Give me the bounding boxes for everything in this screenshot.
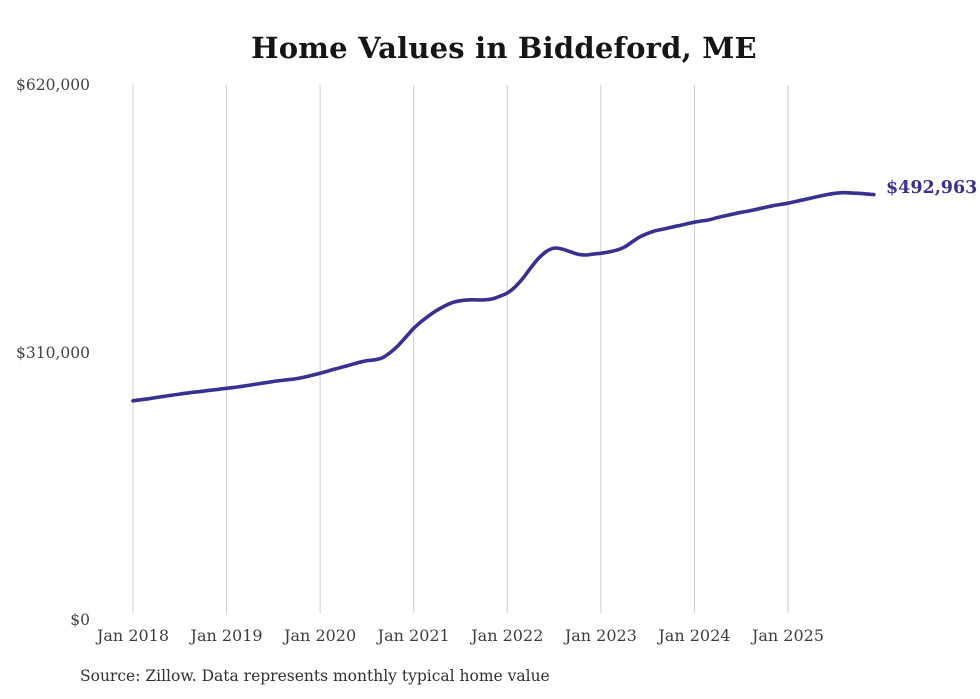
y-tick-label: $310,000	[16, 343, 90, 362]
x-tick-label: Jan 2022	[471, 626, 544, 645]
y-tick-label: $620,000	[16, 76, 90, 94]
source-note: Source: Zillow. Data represents monthly …	[80, 667, 550, 685]
chart-title: Home Values in Biddeford, ME	[251, 31, 757, 65]
gridlines	[132, 85, 789, 613]
home-value-line	[131, 190, 876, 403]
y-tick-label: $0	[70, 611, 90, 629]
x-tick-label: Jan 2023	[564, 626, 637, 645]
x-tick-label: Jan 2025	[751, 626, 825, 645]
x-tick-label: Jan 2018	[96, 626, 170, 645]
x-tick-label: Jan 2024	[658, 626, 731, 645]
x-tick-label: Jan 2021	[377, 626, 450, 645]
current-value-label: $492,963	[886, 178, 978, 198]
x-tick-label: Jan 2019	[190, 626, 263, 645]
x-tick-label: Jan 2020	[284, 626, 357, 645]
